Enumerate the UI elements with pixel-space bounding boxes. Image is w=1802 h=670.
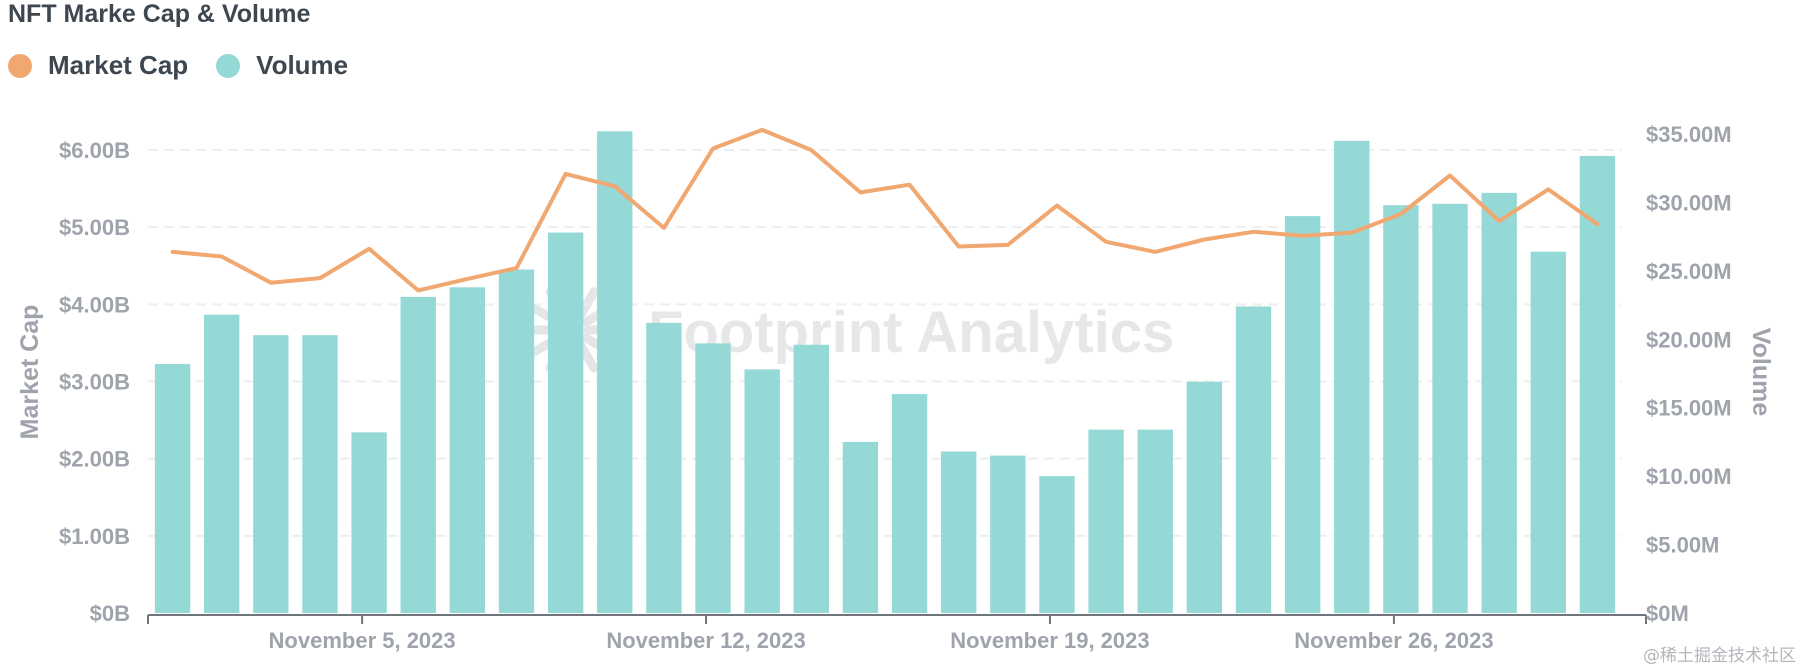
legend-market-cap-dot — [8, 53, 32, 78]
volume-bar[interactable] — [990, 455, 1026, 613]
x-tick-label: November 12, 2023 — [606, 628, 805, 653]
legend-volume-label: Volume — [256, 50, 349, 80]
x-tick-label: November 19, 2023 — [950, 628, 1149, 653]
volume-bar[interactable] — [1137, 429, 1173, 613]
volume-bar[interactable] — [1235, 306, 1272, 613]
volume-bar[interactable] — [1039, 476, 1075, 613]
y-left-tick-label: $6.00B — [59, 138, 130, 163]
volume-bar[interactable] — [646, 322, 682, 613]
y-right-tick-label: $20.00M — [1646, 327, 1732, 352]
volume-bar[interactable] — [1186, 381, 1223, 613]
volume-bar[interactable] — [597, 131, 633, 613]
y-left-tick-label: $1.00B — [59, 524, 130, 549]
y-right-axis-title: Volume — [1747, 328, 1775, 417]
y-left-tick-label: $2.00B — [59, 447, 130, 472]
y-right-tick-label: $5.00M — [1646, 533, 1719, 558]
y-right-tick-label: $0M — [1646, 601, 1689, 626]
y-right-tick-label: $35.00M — [1646, 122, 1732, 147]
x-tick-label: November 26, 2023 — [1294, 628, 1493, 653]
y-left-tick-label: $5.00B — [59, 215, 130, 240]
volume-bar[interactable] — [449, 287, 486, 613]
volume-bar[interactable] — [1088, 429, 1124, 613]
volume-bar[interactable] — [1383, 205, 1419, 613]
y-left-tick-label: $4.00B — [59, 292, 130, 317]
y-left-axis-title: Market Cap — [16, 305, 44, 440]
volume-bar[interactable] — [1481, 192, 1517, 613]
y-right-tick-label: $25.00M — [1646, 259, 1732, 284]
volume-bar[interactable] — [154, 363, 191, 613]
volume-bar[interactable] — [1334, 140, 1370, 614]
watermark-text: Footprint Analytics — [648, 300, 1174, 365]
legend-volume-dot — [216, 53, 241, 78]
volume-bar[interactable] — [253, 335, 289, 613]
market-cap-line-group — [170, 127, 1600, 293]
chart-title: NFT Marke Cap & Volume — [8, 0, 311, 28]
volume-bar[interactable] — [891, 394, 928, 613]
y-right-tick-label: $30.00M — [1646, 190, 1732, 215]
volume-bar[interactable] — [1530, 251, 1566, 613]
volume-bar[interactable] — [842, 441, 879, 613]
volume-bar[interactable] — [498, 269, 535, 613]
legend: Market Cap Volume — [8, 50, 376, 81]
legend-item-market-cap[interactable]: Market Cap — [8, 50, 188, 81]
volume-bar[interactable] — [1284, 216, 1321, 613]
legend-item-volume[interactable]: Volume — [216, 50, 348, 81]
x-tick-label: November 5, 2023 — [269, 628, 456, 653]
legend-market-cap-label: Market Cap — [48, 50, 189, 80]
volume-bar[interactable] — [1579, 155, 1616, 613]
y-right-tick-label: $15.00M — [1646, 396, 1732, 421]
volume-bar[interactable] — [204, 314, 240, 613]
y-left-tick-label: $0B — [90, 601, 130, 626]
volume-bar[interactable] — [695, 343, 731, 613]
volume-bar[interactable] — [400, 296, 436, 613]
volume-bars — [154, 131, 1616, 614]
y-left-tick-label: $3.00B — [59, 370, 130, 395]
grid — [148, 149, 1622, 537]
volume-bar[interactable] — [302, 335, 338, 613]
axes: November 5, 2023 November 12, 2023 Novembe… — [16, 122, 1775, 653]
volume-bar[interactable] — [351, 432, 387, 613]
volume-bar[interactable] — [941, 451, 977, 613]
volume-bar[interactable] — [547, 232, 584, 613]
volume-bar[interactable] — [793, 344, 829, 613]
y-right-tick-label: $10.00M — [1646, 464, 1732, 489]
volume-bar[interactable] — [744, 369, 780, 613]
corner-watermark: @稀土掘金技术社区 — [1643, 646, 1796, 666]
market-cap-line[interactable] — [170, 127, 1600, 293]
volume-bar[interactable] — [1432, 203, 1468, 613]
